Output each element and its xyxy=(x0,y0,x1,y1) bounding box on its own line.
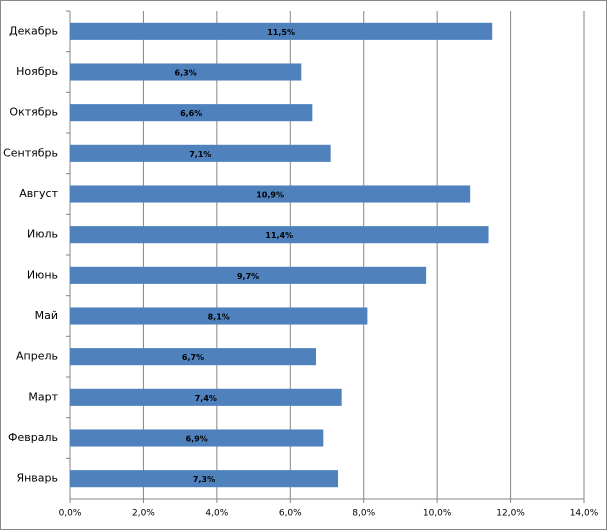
data-label: 7,3% xyxy=(193,475,215,484)
y-tick-label: Август xyxy=(19,187,58,200)
x-tick-label: 10,0% xyxy=(423,509,452,519)
bar xyxy=(70,307,368,325)
x-tick-label: 12,0% xyxy=(496,509,525,519)
bar xyxy=(70,429,324,447)
x-tick-label: 8,0% xyxy=(352,509,375,519)
y-tick-label: Июнь xyxy=(27,268,58,281)
data-label: 6,3% xyxy=(175,69,197,78)
data-label: 7,1% xyxy=(189,150,211,159)
bar xyxy=(70,144,331,162)
data-label: 6,7% xyxy=(182,353,204,362)
y-tick-label: Июль xyxy=(27,228,58,241)
x-tick-label: 2,0% xyxy=(132,509,155,519)
x-tick-label: 6,0% xyxy=(279,509,302,519)
x-tick-label: 0,0% xyxy=(59,509,82,519)
bar xyxy=(70,470,339,488)
bar xyxy=(70,63,302,81)
bar xyxy=(70,22,493,40)
bar xyxy=(70,388,342,406)
y-tick-label: Май xyxy=(35,309,58,322)
data-label: 6,6% xyxy=(180,109,202,118)
y-tick-label: Январь xyxy=(16,472,58,485)
data-label: 11,4% xyxy=(265,231,293,240)
bar xyxy=(70,104,313,122)
y-tick-label: Февраль xyxy=(8,431,58,444)
bar xyxy=(70,185,471,203)
y-tick-label: Октябрь xyxy=(9,106,58,119)
data-label: 7,4% xyxy=(195,394,217,403)
data-label: 10,9% xyxy=(256,191,284,200)
y-tick-label: Март xyxy=(28,390,58,403)
y-tick-label: Декабрь xyxy=(9,24,58,37)
data-label: 6,9% xyxy=(186,435,208,444)
bar xyxy=(70,226,489,244)
data-label: 8,1% xyxy=(208,313,230,322)
x-tick-label: 14,0% xyxy=(570,509,599,519)
data-label: 11,5% xyxy=(267,28,295,37)
bar xyxy=(70,348,316,366)
data-label: 9,7% xyxy=(237,272,259,281)
y-tick-label: Сентябрь xyxy=(3,146,58,159)
x-tick-label: 4,0% xyxy=(205,509,228,519)
y-tick-label: Апрель xyxy=(16,350,58,363)
bar xyxy=(70,266,427,284)
y-tick-label: Ноябрь xyxy=(16,65,58,78)
